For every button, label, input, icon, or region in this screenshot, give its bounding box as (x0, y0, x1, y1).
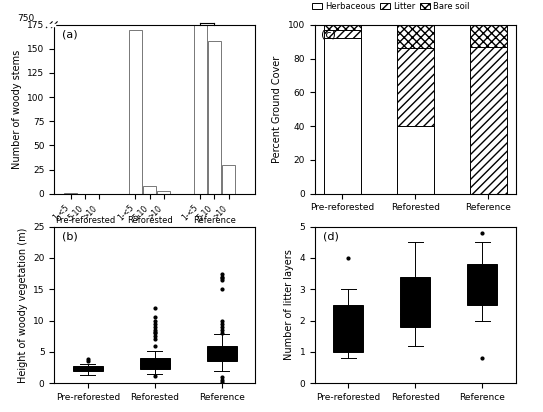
Bar (157, 191, 171, 194)
Bar (129, 30, 142, 194)
Bar (222, 165, 235, 194)
Text: (d): (d) (323, 231, 339, 241)
PathPatch shape (207, 346, 237, 361)
Bar (208, 41, 221, 194)
Y-axis label: Percent Ground Cover: Percent Ground Cover (273, 56, 282, 163)
PathPatch shape (73, 366, 103, 371)
Text: (b): (b) (62, 231, 78, 241)
Text: (c): (c) (321, 30, 336, 40)
PathPatch shape (333, 305, 363, 352)
Legend: Herbaceous, Litter, Bare soil: Herbaceous, Litter, Bare soil (309, 0, 472, 14)
Bar (397, 25, 434, 48)
Bar (64, 193, 77, 194)
PathPatch shape (468, 264, 497, 305)
Text: (a): (a) (62, 30, 78, 40)
Y-axis label: Height of woody vegetation (m): Height of woody vegetation (m) (17, 227, 28, 383)
Bar (470, 25, 507, 47)
Bar (193, 25, 207, 194)
Bar (324, 25, 361, 30)
Bar (470, 47, 507, 194)
PathPatch shape (400, 277, 431, 327)
Bar (397, 126, 434, 194)
Bar (324, 30, 361, 38)
Y-axis label: Number of litter layers: Number of litter layers (284, 249, 294, 360)
Bar (143, 186, 156, 194)
Text: Reforested: Reforested (127, 216, 173, 225)
Text: Reference: Reference (193, 216, 236, 225)
Y-axis label: Number of woody stems: Number of woody stems (12, 49, 22, 169)
Text: 750: 750 (17, 14, 35, 23)
Bar (324, 38, 361, 194)
X-axis label: DBH size classes (cm) per site: DBH size classes (cm) per site (80, 248, 229, 258)
Bar (397, 48, 434, 126)
PathPatch shape (140, 358, 170, 370)
Text: Pre-reforested: Pre-reforested (55, 216, 115, 225)
